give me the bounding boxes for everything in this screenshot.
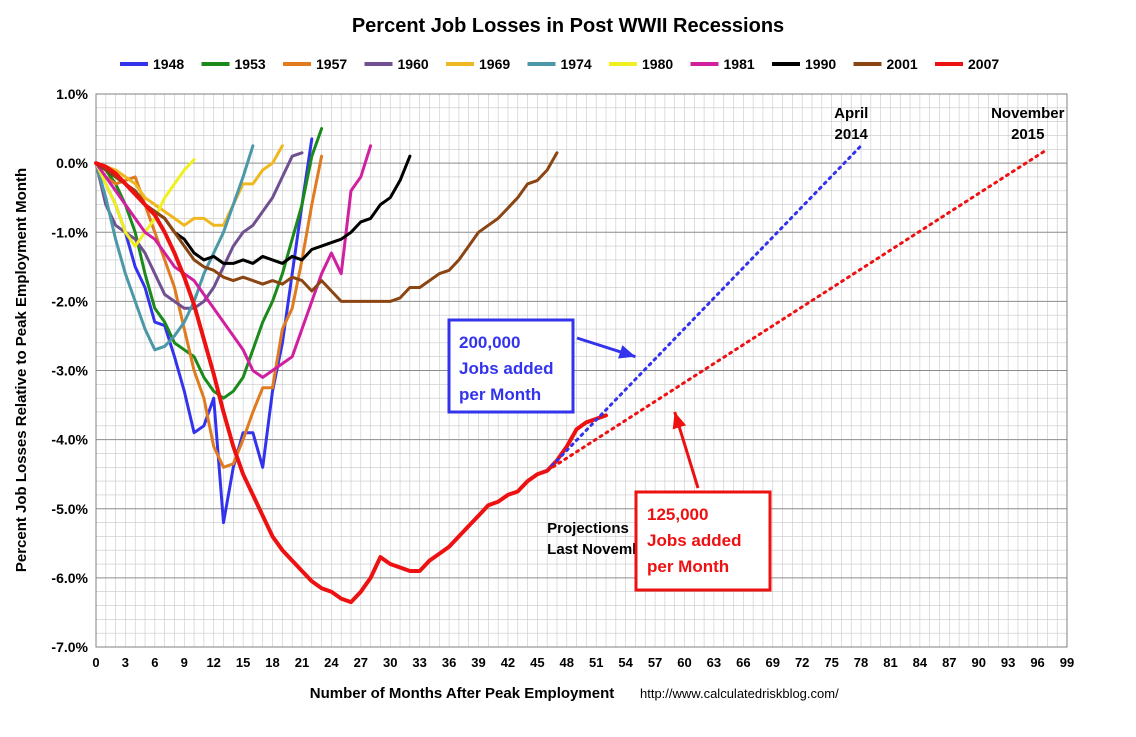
x-tick-label: 81 <box>883 655 897 670</box>
x-tick-label: 99 <box>1060 655 1074 670</box>
callout-arrowhead <box>672 411 687 430</box>
legend-label-1981: 1981 <box>724 56 755 72</box>
x-tick-label: 15 <box>236 655 250 670</box>
x-tick-label: 9 <box>181 655 188 670</box>
y-axis-label: Percent Job Losses Relative to Peak Empl… <box>13 168 30 572</box>
callout-box <box>634 490 772 592</box>
series-line-1974 <box>94 144 255 352</box>
x-tick-label: 45 <box>530 655 544 670</box>
x-tick-label: 72 <box>795 655 809 670</box>
annotation-text: November <box>991 105 1065 122</box>
legend-label-1957: 1957 <box>316 56 347 72</box>
y-axis-ticks: 1.0% 0.0% -1.0% -2.0% -3.0% -4.0% -5.0% -6.0% -7… <box>51 86 88 655</box>
chart-title: Percent Job Losses in Post WWII Recessio… <box>352 15 784 37</box>
y-tick-label: 1.0% <box>56 86 88 102</box>
series-line-1969 <box>94 144 284 227</box>
x-tick-label: 90 <box>971 655 985 670</box>
annotation-text: 2014 <box>835 126 869 143</box>
legend-label-1948: 1948 <box>153 56 184 72</box>
annotation-text: Last November <box>547 541 656 558</box>
series-line-1953 <box>94 127 324 400</box>
annotation-text: Projections <box>547 520 629 537</box>
legend: 1948 1953 1957 1960 1969 1974 1980 1981 1990 2001… <box>120 56 999 72</box>
series-line-1981 <box>94 144 373 379</box>
annotation-text: April <box>834 105 868 122</box>
annotation-text: 2015 <box>1011 126 1044 143</box>
callout-text: Jobs added <box>459 359 553 378</box>
callout-box <box>447 318 575 414</box>
plot-border <box>95 93 1068 648</box>
x-tick-label: 57 <box>648 655 662 670</box>
x-tick-label: 78 <box>854 655 868 670</box>
legend-label-2001: 2001 <box>887 56 918 72</box>
y-tick-label: -3.0% <box>51 363 88 379</box>
x-tick-label: 96 <box>1030 655 1044 670</box>
callout-text: 125,000 <box>647 505 708 524</box>
x-tick-label: 66 <box>736 655 750 670</box>
series-line-2007 <box>94 161 608 605</box>
callout-text: per Month <box>459 385 541 404</box>
x-tick-label: 6 <box>151 655 158 670</box>
y-tick-label: -1.0% <box>51 224 88 240</box>
x-tick-label: 30 <box>383 655 397 670</box>
x-tick-label: 12 <box>206 655 220 670</box>
series-line-projection-200-000 <box>545 144 863 473</box>
x-tick-label: 24 <box>324 655 339 670</box>
legend-label-1969: 1969 <box>479 56 510 72</box>
x-tick-label: 33 <box>412 655 426 670</box>
x-tick-label: 87 <box>942 655 956 670</box>
source-url: http://www.calculatedriskblog.com/ <box>640 686 839 701</box>
legend-label-1990: 1990 <box>805 56 836 72</box>
legend-label-1980: 1980 <box>642 56 673 72</box>
series-line-1960 <box>94 151 304 310</box>
x-tick-label: 54 <box>618 655 633 670</box>
x-tick-label: 0 <box>92 655 99 670</box>
legend-label-1974: 1974 <box>561 56 592 72</box>
x-tick-label: 51 <box>589 655 603 670</box>
legend-label-2007: 2007 <box>968 56 999 72</box>
x-tick-label: 75 <box>824 655 838 670</box>
y-tick-label: -6.0% <box>51 570 88 586</box>
x-tick-label: 3 <box>122 655 129 670</box>
y-tick-label: -7.0% <box>51 639 88 655</box>
y-tick-label: -2.0% <box>51 293 88 309</box>
callouts: 200,000 Jobs added per Month 125,000 Jobs ad… <box>447 318 772 592</box>
x-tick-label: 63 <box>707 655 721 670</box>
x-tick-label: 93 <box>1001 655 1015 670</box>
series-line-1957 <box>94 154 324 469</box>
series-line-projection-125-000 <box>545 147 1049 473</box>
legend-label-1953: 1953 <box>235 56 266 72</box>
callout-text: per Month <box>647 557 729 576</box>
x-tick-label: 36 <box>442 655 456 670</box>
x-tick-label: 84 <box>913 655 928 670</box>
callout-text: 200,000 <box>459 333 520 352</box>
x-tick-label: 21 <box>295 655 309 670</box>
y-tick-label: -4.0% <box>51 432 88 448</box>
legend-label-1960: 1960 <box>398 56 429 72</box>
x-axis-label: Number of Months After Peak Employment <box>310 685 614 702</box>
y-tick-label: 0.0% <box>56 155 88 171</box>
x-tick-label: 60 <box>677 655 691 670</box>
series-line-2001 <box>94 151 559 303</box>
x-tick-label: 48 <box>560 655 574 670</box>
series-lines <box>94 127 1049 605</box>
x-axis-ticks: 0 3 6 9 12 15 18 21 24 27 30 33 36 39 42 45 48 51 54 57 60 63… <box>92 655 1074 670</box>
x-tick-label: 42 <box>501 655 515 670</box>
callout-arrowhead <box>618 345 636 359</box>
x-tick-label: 18 <box>265 655 279 670</box>
y-tick-label: -5.0% <box>51 501 88 517</box>
callout-text: Jobs added <box>647 531 741 550</box>
x-tick-label: 39 <box>471 655 485 670</box>
grid <box>95 93 1068 648</box>
annotations: April 2014 November 2015 Projections Last Nov… <box>547 105 1064 558</box>
x-tick-label: 27 <box>354 655 368 670</box>
x-tick-label: 69 <box>766 655 780 670</box>
